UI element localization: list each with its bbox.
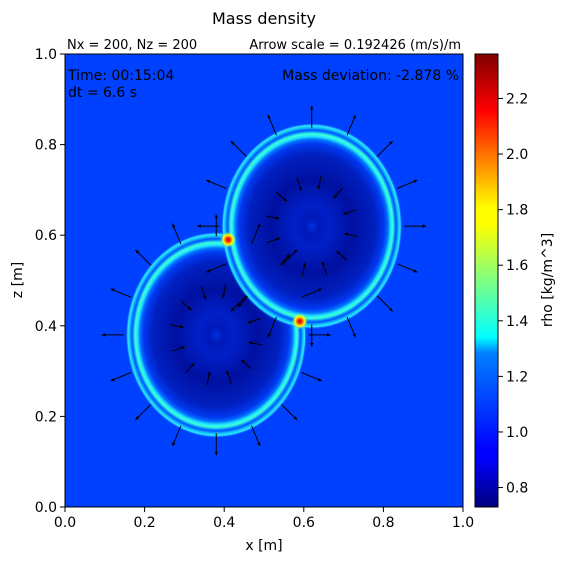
velocity-arrow-53 xyxy=(296,177,302,191)
velocity-arrow-13 xyxy=(214,214,218,237)
colorbar-tick-label: 1.2 xyxy=(506,369,528,385)
velocity-arrow-35 xyxy=(230,295,247,312)
y-tick-label: 0.8 xyxy=(35,138,57,154)
velocity-arrow-12 xyxy=(171,223,182,245)
chart-subtitle-left: Nx = 200, Nz = 200 xyxy=(67,38,197,53)
velocity-arrow-23 xyxy=(170,324,184,329)
velocity-arrow-18 xyxy=(240,359,252,370)
y-tick-label: 1.0 xyxy=(35,47,57,63)
velocity-arrow-29 xyxy=(404,224,427,228)
colorbar-tick-label: 1.8 xyxy=(506,203,528,219)
y-axis: 0.0 0.2 0.4 0.6 0.8 1.0 xyxy=(35,47,65,516)
velocity-arrow-39 xyxy=(230,140,247,157)
velocity-arrow-49 xyxy=(280,253,291,265)
x-tick-label: 0.4 xyxy=(213,515,235,531)
plot-area xyxy=(65,54,463,507)
velocity-arrow-10 xyxy=(110,288,132,298)
velocity-arrow-6 xyxy=(171,425,182,447)
time-annotation: Time: 00:15:04 xyxy=(67,68,174,84)
velocity-arrow-24 xyxy=(180,300,192,311)
dt-annotation: dt = 6.6 s xyxy=(68,85,137,101)
x-tick-label: 0.8 xyxy=(372,515,394,531)
velocity-arrow-9 xyxy=(101,333,124,337)
x-tick-label: 0.6 xyxy=(293,515,315,531)
velocity-arrow-34 xyxy=(267,316,277,338)
colorbar-tick-label: 1.6 xyxy=(506,258,528,274)
velocity-arrow-32 xyxy=(346,316,357,338)
velocity-arrow-45 xyxy=(344,232,358,237)
y-tick-label: 0.4 xyxy=(35,319,57,335)
velocity-arrow-33 xyxy=(310,324,314,347)
y-tick-label: 0.2 xyxy=(35,409,57,425)
velocity-arrow-14 xyxy=(251,223,261,245)
y-tick-label: 0.0 xyxy=(35,500,57,516)
density-peak-1 xyxy=(220,231,237,248)
colorbar-tick-label: 2.2 xyxy=(506,91,528,107)
velocity-arrow-50 xyxy=(266,237,281,243)
velocity-arrow-55 xyxy=(333,187,344,199)
velocity-arrow-51 xyxy=(265,215,280,220)
velocity-arrow-3 xyxy=(281,404,298,421)
velocity-arrow-46 xyxy=(336,250,348,261)
x-tick-label: 0.0 xyxy=(54,515,76,531)
velocity-arrow-25 xyxy=(200,286,207,300)
colorbar-tick-label: 0.8 xyxy=(506,481,528,497)
velocity-arrow-20 xyxy=(206,371,211,386)
velocity-arrow-26 xyxy=(221,284,227,299)
velocity-arrow-31 xyxy=(376,295,394,312)
plot-frame xyxy=(64,53,464,508)
velocity-arrow-40 xyxy=(267,114,277,136)
velocity-arrow-17 xyxy=(248,341,263,346)
x-axis-label: x [m] xyxy=(245,538,282,554)
x-tick-label: 0.2 xyxy=(133,515,155,531)
x-tick-label: 1.0 xyxy=(452,515,474,531)
density-field xyxy=(125,122,403,439)
colorbar-tick-label: 1.4 xyxy=(506,314,528,330)
velocity-arrow-36 xyxy=(205,263,227,273)
colorbar-label: rho [kg/m^3] xyxy=(540,233,556,327)
velocity-arrow-19 xyxy=(226,370,232,384)
bubble-2 xyxy=(221,122,403,330)
chart-title: Mass density xyxy=(212,9,316,28)
velocity-arrow-28 xyxy=(247,318,262,324)
velocity-arrow-56 xyxy=(342,209,357,215)
velocity-arrow-21 xyxy=(184,362,195,374)
velocity-arrow-11 xyxy=(134,249,152,266)
y-axis-label: z [m] xyxy=(10,262,26,298)
mass-deviation-annotation: Mass deviation: -2.878 % xyxy=(282,68,459,84)
velocity-arrow-42 xyxy=(346,114,357,136)
velocity-arrow-5 xyxy=(214,433,218,456)
velocity-arrow-4 xyxy=(251,425,261,447)
x-axis: 0.0 0.2 0.4 0.6 0.8 1.0 xyxy=(54,507,474,531)
density-peak-2 xyxy=(291,313,308,330)
velocity-arrow-22 xyxy=(171,346,186,352)
velocity-arrow-8 xyxy=(110,372,132,382)
velocity-arrow-52 xyxy=(276,191,288,202)
velocity-arrow-47 xyxy=(321,261,328,275)
chart-subtitle-right: Arrow scale = 0.192426 (m/s)/m xyxy=(249,38,461,53)
velocity-arrow-2 xyxy=(301,372,323,382)
velocity-arrow-48 xyxy=(301,262,307,277)
y-tick-label: 0.6 xyxy=(35,228,57,244)
colorbar-tick-label: 1.0 xyxy=(506,425,528,441)
velocity-arrow-1 xyxy=(308,333,331,337)
colorbar xyxy=(474,53,499,508)
velocity-arrow-27 xyxy=(237,296,248,308)
colorbar-ticks: 0.8 1.0 1.2 1.4 1.6 1.8 2.0 2.2 xyxy=(498,91,528,497)
velocity-arrow-16 xyxy=(301,288,323,298)
velocity-arrow-30 xyxy=(396,263,418,273)
velocity-arrows xyxy=(101,105,427,456)
velocity-arrow-44 xyxy=(396,179,418,189)
velocity-arrow-7 xyxy=(134,404,152,421)
velocity-arrow-41 xyxy=(310,105,314,128)
velocity-arrow-54 xyxy=(317,175,322,190)
velocity-arrow-43 xyxy=(376,140,394,157)
velocity-arrow-15 xyxy=(281,249,298,266)
velocity-arrow-38 xyxy=(205,179,227,189)
colorbar-tick-label: 2.0 xyxy=(506,147,528,163)
velocity-arrow-37 xyxy=(197,224,220,228)
